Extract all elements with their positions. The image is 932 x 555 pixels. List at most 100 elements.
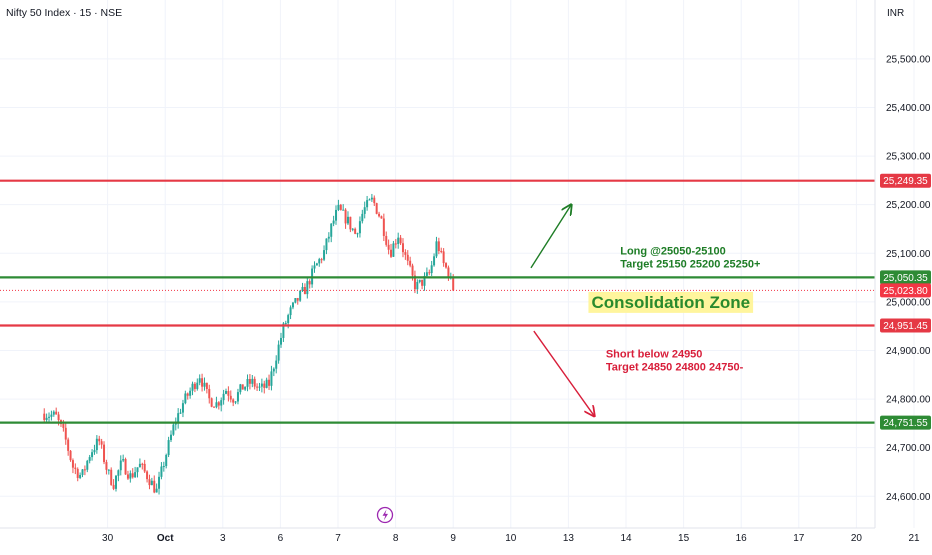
candle-body <box>225 391 227 394</box>
candle-body <box>397 237 400 245</box>
candle-body <box>138 463 141 468</box>
candle-body <box>155 488 158 493</box>
candle-body <box>112 484 115 489</box>
time-tick-label: 30 <box>102 533 114 544</box>
candle-body <box>401 243 404 253</box>
candle-body <box>318 259 321 264</box>
candle-body <box>346 216 349 224</box>
candle-body <box>251 378 254 384</box>
candle-body <box>124 459 127 475</box>
candle-body <box>418 279 421 282</box>
candle-body <box>306 281 309 295</box>
candle-body <box>158 476 161 489</box>
price-tick-label: 24,900.00 <box>886 346 931 357</box>
time-tick-label: 3 <box>220 533 226 544</box>
level-layer <box>0 179 875 424</box>
candle-body <box>356 233 359 235</box>
price-tag-long-entry <box>880 270 931 285</box>
candle-body <box>153 480 156 493</box>
candle-body <box>91 452 94 458</box>
candle-body <box>363 207 366 214</box>
candle-body <box>361 213 364 222</box>
candle-body <box>205 382 208 389</box>
candle-body <box>88 457 91 461</box>
price-tag-text-long-entry: 25,050.35 <box>883 273 928 284</box>
time-axis[interactable]: 30 Oct 3 6 7 8 9 10 13 14 15 16 17 20 21 <box>102 533 920 544</box>
candle-body <box>275 360 278 369</box>
price-tag-text-last-price: 25,023.80 <box>883 286 928 297</box>
candle-body <box>399 237 402 244</box>
candle-body <box>184 393 187 404</box>
candle-body <box>413 275 416 290</box>
candle-body <box>323 250 326 260</box>
candle-body <box>57 414 60 421</box>
price-tag-support <box>880 415 931 430</box>
candle-body <box>253 378 256 387</box>
price-tick-label: 25,400.00 <box>886 103 931 114</box>
candle-body <box>452 276 455 291</box>
candle-body <box>335 209 338 221</box>
candle-body <box>385 235 388 245</box>
lightning-event-icon[interactable] <box>376 506 394 524</box>
price-tick-label: 25,500.00 <box>886 54 931 65</box>
candle-body <box>98 438 101 442</box>
price-tick-label: 24,600.00 <box>886 492 931 503</box>
candle-body <box>411 265 414 276</box>
candle-body <box>421 279 424 286</box>
time-tick-label: 10 <box>505 533 517 544</box>
candle-body <box>378 213 381 217</box>
candle-body <box>148 479 151 486</box>
currency-label: INR <box>887 8 904 19</box>
candle-body <box>425 272 428 276</box>
candle-body <box>174 423 177 425</box>
candle-body <box>210 398 213 407</box>
candle-body <box>198 378 201 383</box>
candle-body <box>146 471 149 480</box>
price-tag-last-price <box>880 283 931 298</box>
consolidation-zone-highlight <box>588 291 754 313</box>
candle-body <box>220 400 223 406</box>
candle-body <box>119 460 122 471</box>
time-tick-label: 16 <box>736 533 748 544</box>
candle-body <box>81 469 84 475</box>
candle-body <box>416 281 419 290</box>
candle-body <box>296 298 299 301</box>
time-tick-label: 17 <box>793 533 805 544</box>
grid-layer <box>0 0 915 528</box>
candle-body <box>268 379 271 386</box>
candle-body <box>201 378 204 387</box>
candle-body <box>126 474 129 479</box>
candle-body <box>86 460 89 470</box>
candle-body <box>246 379 249 387</box>
candle-body <box>387 244 390 250</box>
candle-body <box>229 395 232 400</box>
candle-body <box>320 259 323 261</box>
price-tick-label: 25,200.00 <box>886 200 931 211</box>
candle-body <box>239 384 242 393</box>
candle-body <box>370 197 373 200</box>
long-note-line: Target 25150 25200 25250+ <box>620 258 760 270</box>
candle-body <box>55 411 58 415</box>
candle-body <box>392 243 395 257</box>
candle-body <box>433 256 436 266</box>
price-tag-layer: 25,249.35 25,050.35 25,023.80 24,951.45 24,7… <box>880 173 931 430</box>
candle-body <box>215 402 218 408</box>
candle-body <box>100 441 103 445</box>
candle-body <box>193 383 196 389</box>
candle-body <box>265 379 268 388</box>
candle-body <box>95 438 98 451</box>
price-axis[interactable]: 25,500.00 25,400.00 25,300.00 25,200.00 25,1… <box>886 54 931 502</box>
candle-body <box>203 382 206 387</box>
candle-body <box>277 344 280 361</box>
candle-body <box>394 243 397 245</box>
candle-body <box>191 383 194 391</box>
candle-body <box>404 252 407 255</box>
candle-body <box>270 371 273 386</box>
candle-body <box>284 323 287 325</box>
candle-body <box>236 392 239 402</box>
candle-body <box>248 379 251 384</box>
candle-body <box>299 290 302 301</box>
